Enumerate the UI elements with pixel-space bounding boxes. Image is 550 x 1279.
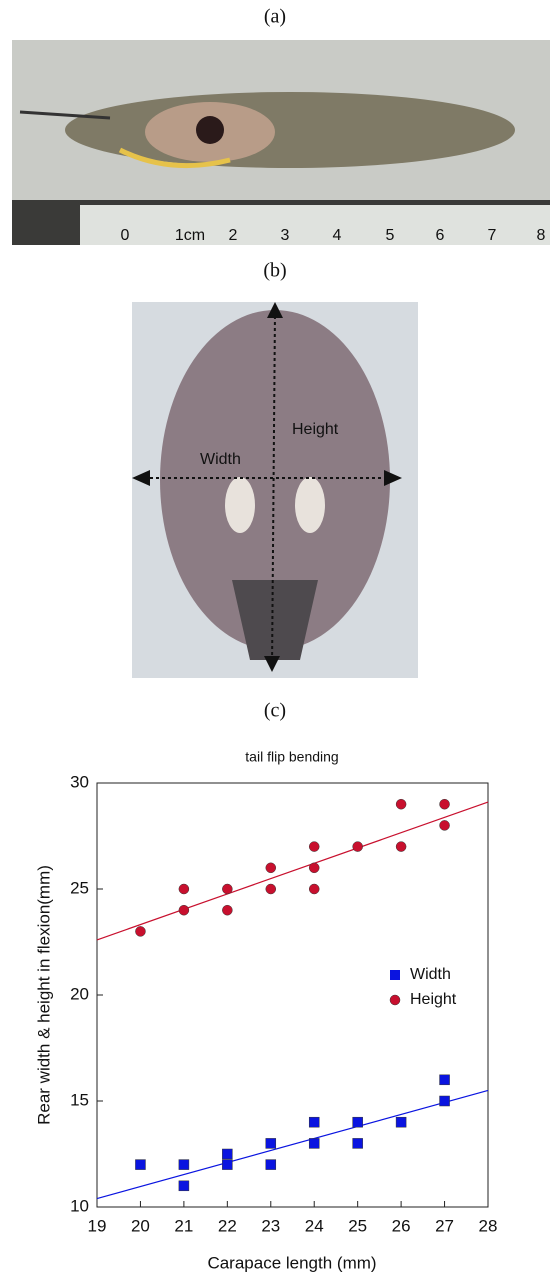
point (439, 1095, 450, 1107)
x-tick-label: 28 (479, 1216, 498, 1235)
point (352, 1138, 363, 1149)
point (308, 862, 320, 874)
photo-tail (132, 302, 418, 678)
x-tick-label: 19 (88, 1216, 107, 1235)
point (222, 1159, 233, 1170)
point (308, 841, 320, 852)
point (439, 820, 450, 831)
panel-label: (c) (264, 700, 286, 722)
x-tick-label: 21 (174, 1216, 193, 1235)
legend-label: Width (410, 966, 451, 983)
point (395, 798, 407, 810)
photo-annotation: Height (292, 421, 339, 438)
x-tick-label: 22 (218, 1216, 237, 1235)
fit-line (96, 801, 489, 941)
point (352, 1116, 363, 1128)
point (265, 1138, 277, 1149)
y-tick-label: 30 (70, 772, 89, 791)
point (135, 1159, 146, 1170)
point (265, 883, 277, 895)
photo-shrimp (12, 40, 550, 245)
point (439, 798, 450, 810)
point (135, 926, 146, 937)
point (352, 841, 363, 852)
ruler-label: 8 (537, 227, 546, 244)
point (395, 1116, 407, 1128)
panel-label: (b) (263, 260, 286, 282)
ruler-label: 5 (386, 227, 395, 244)
x-tick-label: 27 (435, 1216, 454, 1235)
x-tick-label: 20 (131, 1216, 150, 1235)
point (395, 841, 407, 852)
point (308, 1138, 320, 1149)
legend-label: Height (410, 991, 457, 1008)
x-tick-label: 23 (261, 1216, 280, 1235)
point (265, 1159, 277, 1170)
ruler-labels: 0 1cm 2 3 4 5 6 7 8 (121, 227, 546, 244)
point (178, 1180, 190, 1192)
panel-label: (a) (264, 6, 286, 28)
fit-line (96, 1089, 489, 1200)
ruler-label: 1cm (175, 227, 205, 244)
y-tick-label: 25 (70, 878, 89, 897)
point (222, 904, 233, 916)
legend-marker (389, 994, 401, 1006)
point (178, 883, 190, 895)
ruler-label: 2 (229, 227, 238, 244)
y-tick-label: 10 (70, 1196, 89, 1215)
x-axis-label: Carapace length (mm) (207, 1253, 376, 1272)
photo-annotation: Width (200, 451, 241, 468)
ruler-label: 6 (436, 227, 445, 244)
legend-marker (390, 970, 400, 980)
ruler-label: 7 (488, 227, 497, 244)
y-axis-label: Rear width & height in flexion(mm) (34, 865, 53, 1125)
point (265, 862, 277, 874)
point (222, 1148, 233, 1160)
point (308, 1116, 320, 1128)
ruler-label: 0 (121, 227, 130, 244)
point (178, 904, 190, 916)
x-tick-label: 24 (305, 1216, 324, 1235)
point (222, 883, 233, 895)
x-tick-label: 26 (392, 1216, 411, 1235)
point (178, 1159, 190, 1170)
y-tick-label: 20 (70, 984, 89, 1003)
point (308, 883, 320, 895)
x-tick-label: 25 (348, 1216, 367, 1235)
ruler-label: 3 (281, 227, 290, 244)
point (439, 1074, 450, 1086)
ruler-label: 4 (333, 227, 342, 244)
y-tick-label: 15 (70, 1090, 89, 1109)
chart-title: tail flip bending (245, 749, 338, 765)
